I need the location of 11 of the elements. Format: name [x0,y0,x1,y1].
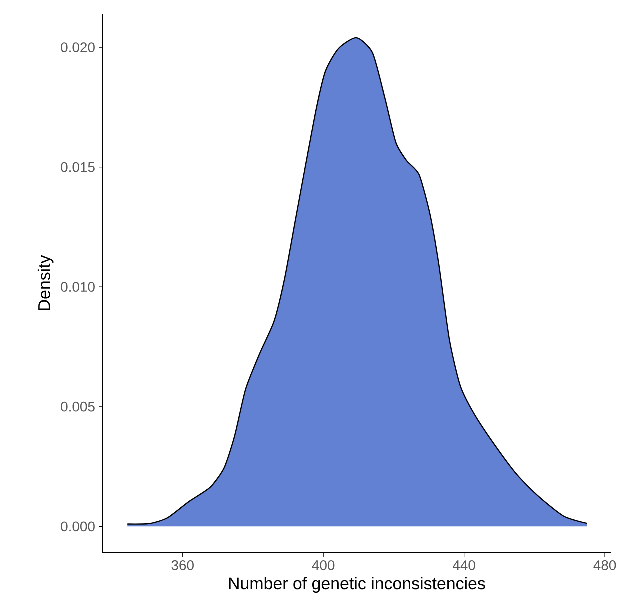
x-tick-label: 360 [172,560,194,570]
y-tick-label: 0.000 [61,522,95,532]
x-tick-label: 480 [594,560,616,570]
y-tick-label: 0.005 [61,402,95,412]
x-tick-label: 400 [312,560,335,570]
y-tick-label: 0.015 [61,162,95,172]
x-axis-title: Number of genetic inconsistencies [229,577,486,594]
x-tick-label: 440 [452,560,476,570]
y-axis-title: Density [38,255,54,310]
y-tick-label: 0.020 [61,42,95,52]
y-tick-label: 0.010 [61,282,95,292]
